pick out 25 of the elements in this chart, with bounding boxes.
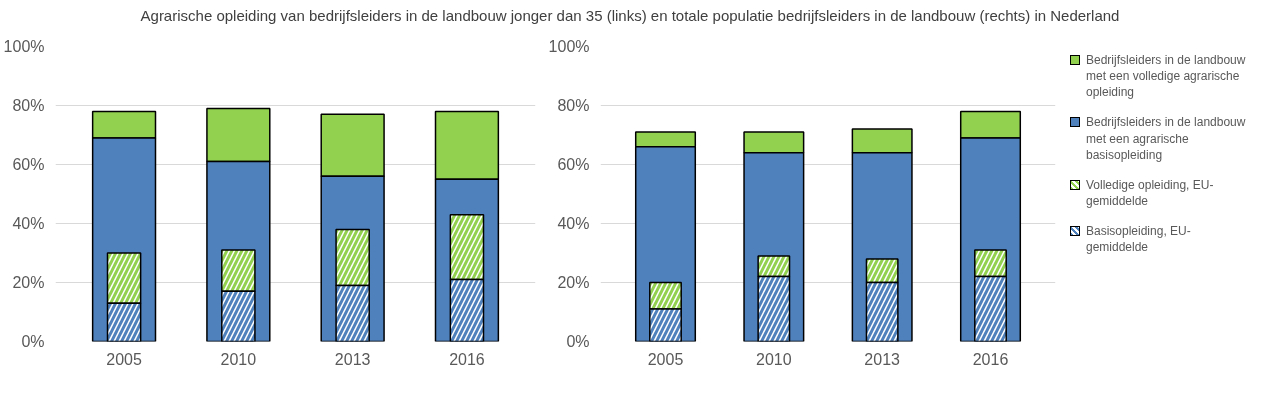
x-tick-label: 2016 — [449, 350, 485, 368]
legend-label: Basisopleiding, EU-gemiddelde — [1086, 223, 1192, 256]
y-tick-label: 100% — [548, 37, 590, 55]
x-tick-label: 2013 — [334, 350, 371, 368]
y-tick-label: 40% — [12, 214, 45, 232]
legend-label: Bedrijfsleiders in de landbouw met een volledige agrarische opleiding — [1086, 51, 1247, 101]
x-tick-label: 2005 — [106, 350, 142, 368]
y-tick-label: 40% — [557, 214, 590, 232]
legend-label: Volledige opleiding, EU-gemiddelde — [1086, 176, 1215, 210]
x-tick-label: 2016 — [972, 350, 1009, 368]
y-tick-label: 60% — [12, 155, 45, 173]
x-tick-label: 2005 — [647, 350, 684, 368]
legend-label: Bedrijfsleiders in de landbouw met een agrarische basisopleiding — [1086, 114, 1247, 163]
text: Agrarische opleiding van bedrijfsleiders in de landbouw jonger dan 35 (links) en totale populatie bedrijfsleiders in de landbouw (rechts) in Nederland — [140, 6, 1120, 26]
y-tick-label: 80% — [12, 96, 45, 114]
x-tick-label: 2010 — [220, 350, 257, 368]
y-tick-label: 0% — [566, 332, 590, 350]
y-tick-label: 60% — [557, 155, 590, 173]
x-tick-label: 2013 — [864, 350, 901, 368]
y-tick-label: 20% — [12, 273, 45, 291]
x-tick-label: 2010 — [756, 350, 792, 368]
y-tick-label: 80% — [557, 96, 590, 114]
y-tick-label: 0% — [21, 332, 45, 350]
y-tick-label: 100% — [3, 37, 45, 55]
y-tick-label: 20% — [557, 273, 590, 291]
